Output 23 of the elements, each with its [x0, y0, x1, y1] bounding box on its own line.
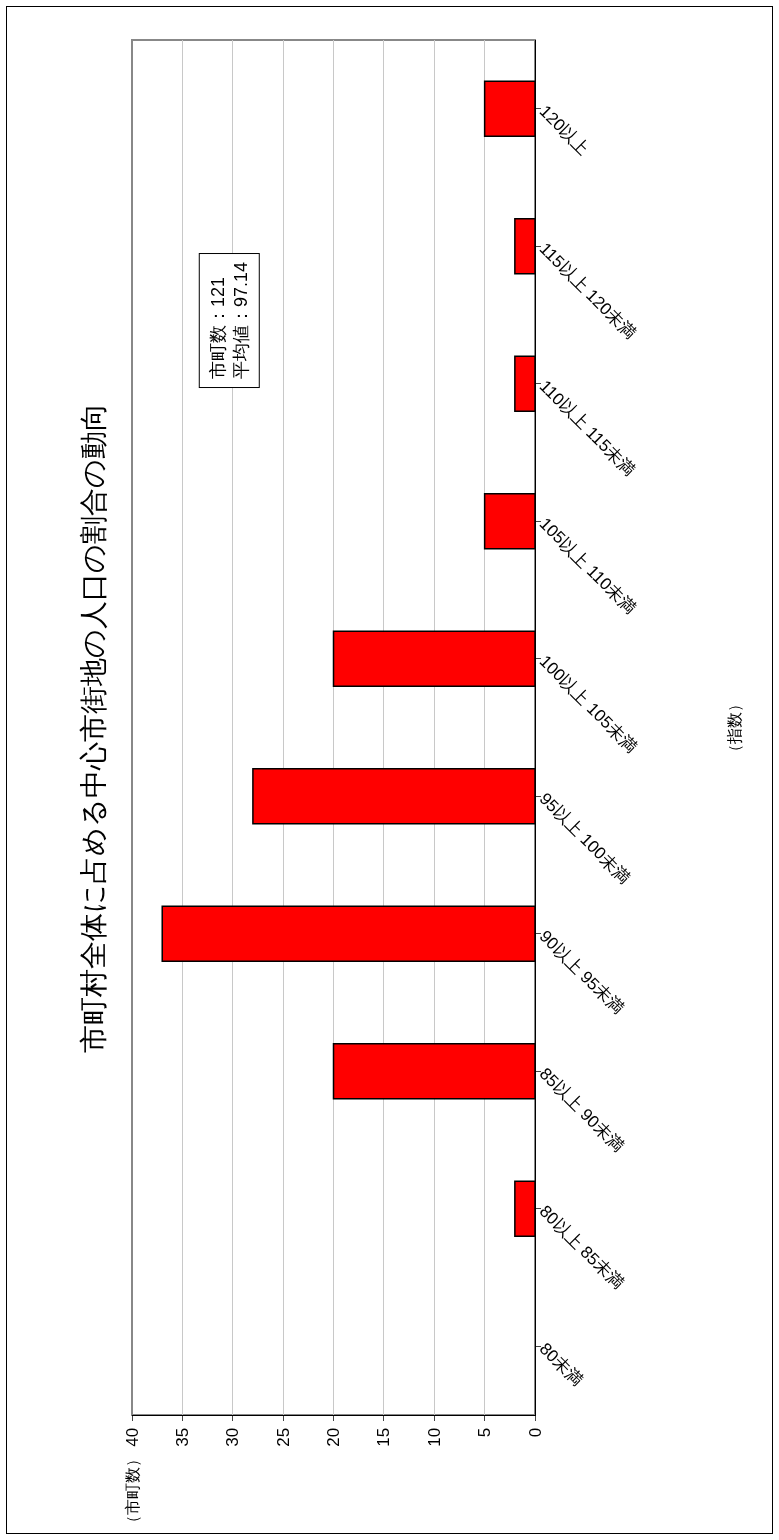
y-tick-label: 90以上 95未満 — [535, 926, 628, 1019]
annotation: 市町数：121 平均値：97.14 — [207, 261, 252, 380]
y-tick-label: 120以上 — [535, 101, 594, 160]
x-tick-label: 25 — [273, 1427, 293, 1447]
y-tick-label: 95以上 100未満 — [535, 789, 634, 888]
x-tick-label: 5 — [475, 1427, 495, 1438]
x-tick-label: 15 — [374, 1427, 394, 1447]
y-tick-label: 85以上 90未満 — [535, 1064, 628, 1156]
y-tick-label: 80未満 — [535, 1339, 587, 1390]
y-tick-label: 115以上 120未満 — [535, 239, 640, 344]
x-tick-label: 35 — [172, 1427, 192, 1447]
y-tick-label: 80以上 85未満 — [535, 1201, 628, 1294]
text: （市町数） — [124, 1451, 141, 1531]
x-tick-label: 20 — [324, 1427, 344, 1447]
y-tick-label: 100以上 105未満 — [535, 651, 641, 757]
y-tick-label: 105以上 110未満 — [535, 514, 640, 619]
x-tick-label: 0 — [525, 1427, 545, 1438]
y-tick-label: 110以上 115未満 — [535, 376, 639, 480]
x-tick-label: 40 — [122, 1427, 142, 1447]
x-tick-label: 10 — [424, 1427, 444, 1447]
x-tick-label: 30 — [223, 1427, 243, 1447]
text: （指数） — [725, 695, 743, 760]
text: 市町村全体に占める中心市街地の人口の割合の動向 — [77, 402, 109, 1053]
